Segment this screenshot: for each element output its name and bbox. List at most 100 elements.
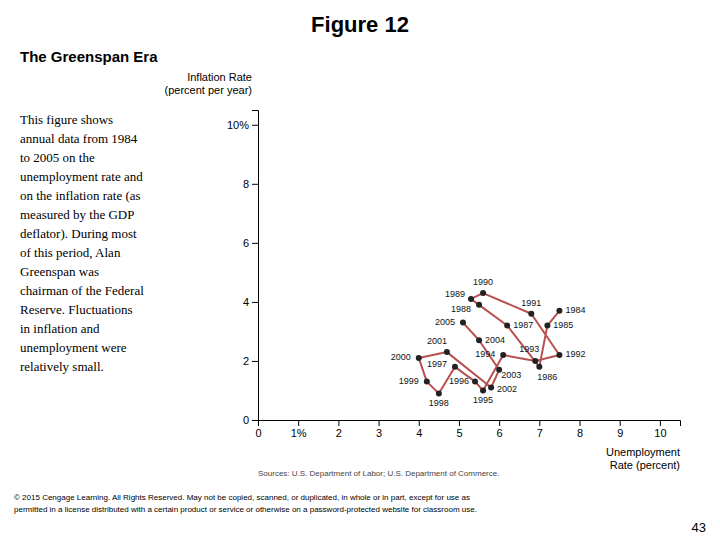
tick-mark <box>298 420 299 426</box>
footer: permitted in a license distributed with … <box>14 505 477 514</box>
tick-label: 10% <box>227 119 249 131</box>
point-label: 1988 <box>451 304 471 314</box>
description-line: This figure shows <box>20 112 113 127</box>
tick: 3 <box>376 420 382 439</box>
tick-label: 5 <box>456 427 462 439</box>
point-label: 1987 <box>513 320 533 330</box>
point <box>504 323 510 329</box>
point-label: 1997 <box>427 359 447 369</box>
tick-label: 4 <box>243 296 249 308</box>
point <box>436 390 442 396</box>
description-line: unemployment were <box>20 340 127 355</box>
subtitle: The Greenspan Era <box>20 48 158 65</box>
tick: 4 <box>416 420 422 439</box>
point-label: 1999 <box>399 376 419 386</box>
point <box>468 296 474 302</box>
point-label: 1990 <box>473 277 493 287</box>
tick-label: 2 <box>243 355 249 367</box>
tick: 4 <box>243 296 258 308</box>
tick: 0 <box>243 414 258 426</box>
title: Figure 12 <box>311 12 409 37</box>
tick-label: 6 <box>243 237 249 249</box>
point-label: 2003 <box>501 370 521 380</box>
tick-mark <box>252 361 258 362</box>
point-labels: 1984198519861987198819891990199119921993… <box>391 277 586 407</box>
point <box>480 290 486 296</box>
point-label: 1992 <box>565 349 585 359</box>
tick: 5 <box>456 420 462 439</box>
description-line: in inflation and <box>20 321 100 336</box>
tick-mark <box>252 243 258 244</box>
point-label: 2002 <box>497 384 517 394</box>
point <box>472 379 478 385</box>
y-axis-title: Inflation Rate <box>187 71 252 83</box>
footer: © 2015 Cengage Learning. All Rights Rese… <box>14 493 470 502</box>
tick-label: 4 <box>416 427 422 439</box>
point-label: 1991 <box>521 298 541 308</box>
tick: 2 <box>243 355 258 367</box>
point-label: 2004 <box>485 335 505 345</box>
tick: 1% <box>291 420 307 439</box>
tick-mark <box>252 420 258 421</box>
tick-mark <box>419 420 420 426</box>
tick-mark <box>252 125 258 126</box>
tick-label: 7 <box>537 427 543 439</box>
tick-mark <box>379 420 380 426</box>
point <box>460 320 466 326</box>
tick-label: 8 <box>243 178 249 190</box>
tick-label: 6 <box>497 427 503 439</box>
point <box>556 308 562 314</box>
tick-label: 8 <box>577 427 583 439</box>
tick-mark <box>338 420 339 426</box>
point-label: 1994 <box>475 349 495 359</box>
description-line: of this period, Alan <box>20 245 121 260</box>
point <box>556 352 562 358</box>
point <box>536 364 542 370</box>
point <box>488 385 494 391</box>
description-line: chairman of the Federal <box>20 283 144 298</box>
marks <box>416 290 563 396</box>
y-axis: 0 2 4 6 8 10% <box>227 111 259 427</box>
point <box>532 358 538 364</box>
point <box>500 352 506 358</box>
point <box>416 355 422 361</box>
connecting-line <box>419 293 560 393</box>
tick: 10 <box>654 420 666 439</box>
point-label: 1986 <box>537 372 557 382</box>
tick: 8 <box>243 178 258 190</box>
x-axis-title: Rate (percent) <box>610 459 680 471</box>
point-label: 2001 <box>427 336 447 346</box>
point <box>452 364 458 370</box>
point-label: 2000 <box>391 352 411 362</box>
tick: 9 <box>617 420 623 439</box>
point <box>444 349 450 355</box>
tick-label: 9 <box>617 427 623 439</box>
tick-mark <box>660 420 661 426</box>
description-line: Greenspan was <box>20 264 99 279</box>
description-line: measured by the GDP <box>20 207 134 222</box>
description: This figure shows annual data from 1984 to… <box>20 112 144 374</box>
description-line: to 2005 on the <box>20 150 95 165</box>
tick: 7 <box>537 420 543 439</box>
description-line: annual data from 1984 <box>20 131 138 146</box>
tick-label: 3 <box>376 427 382 439</box>
tick-label: 2 <box>336 427 342 439</box>
page-number: 43 <box>692 520 706 535</box>
description-line: on the inflation rate (as <box>20 188 141 203</box>
tick-label: 10 <box>654 427 666 439</box>
tick: 10% <box>227 119 258 131</box>
tick: 6 <box>497 420 503 439</box>
point-label: 2005 <box>435 317 455 327</box>
source: Sources: U.S. Department of Labor; U.S. … <box>258 469 499 478</box>
tick-mark <box>459 420 460 426</box>
tick: 8 <box>577 420 583 439</box>
axis-line <box>259 421 681 427</box>
point <box>528 311 534 317</box>
tick-mark <box>252 184 258 185</box>
tick-mark <box>252 302 258 303</box>
tick: 6 <box>243 237 258 249</box>
description-line: Reserve. Fluctuations <box>20 302 133 317</box>
tick-label: 1% <box>291 427 307 439</box>
tick-label: 0 <box>255 427 261 439</box>
point-label: 1996 <box>449 376 469 386</box>
